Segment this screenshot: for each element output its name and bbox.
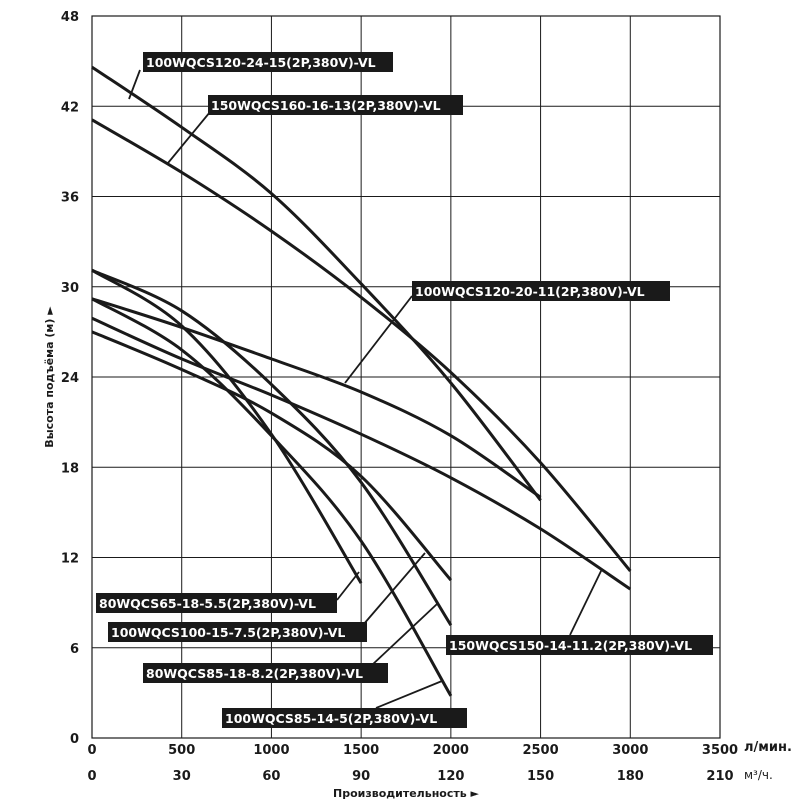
series-label-4: 150WQCS150-14-11.2(2P,380V)-VL	[449, 638, 692, 653]
leader-line-5	[336, 571, 360, 601]
leader-lines	[128, 69, 603, 709]
x-bottom-tick-label: 150	[527, 769, 554, 784]
x-top-tick-label: 3500	[702, 743, 738, 758]
x-bottom-tick-label: 210	[706, 769, 733, 784]
series-curve-7	[91, 268, 453, 626]
series-label-box-6	[108, 622, 367, 642]
series-label-box-1	[143, 52, 393, 72]
x-bottom-tick-label: 180	[617, 769, 644, 784]
leader-line-1	[128, 69, 141, 100]
leader-line-7	[371, 603, 438, 666]
y-tick-label: 12	[61, 552, 79, 567]
y-tick-label: 18	[61, 461, 79, 476]
x-bottom-tick-label: 0	[87, 769, 96, 784]
y-tick-label: 24	[61, 371, 79, 386]
series-curve-1	[91, 65, 542, 502]
series-curve-8	[91, 297, 453, 697]
leader-line-3	[344, 295, 413, 384]
series-label-5: 80WQCS65-18-5.5(2P,380V)-VL	[99, 596, 316, 611]
series-label-3: 100WQCS120-20-11(2P,380V)-VL	[415, 284, 645, 299]
y-tick-label: 48	[61, 10, 79, 25]
leader-line-2	[167, 111, 211, 164]
x-axis-title: Производительность ►	[333, 787, 480, 800]
x-top-unit: л/мин.	[744, 740, 792, 755]
x-bottom-tick-label: 90	[352, 769, 370, 784]
series-label-box-3	[412, 281, 670, 301]
series-label-6: 100WQCS100-15-7.5(2P,380V)-VL	[111, 625, 345, 640]
x-top-tick-label: 3000	[612, 743, 648, 758]
x-top-tick-label: 0	[87, 743, 96, 758]
series-label-box-4	[446, 635, 713, 655]
series-curve-4	[91, 316, 632, 591]
y-tick-label: 6	[70, 642, 79, 657]
curves	[91, 65, 632, 697]
series-label-box-7	[143, 663, 388, 683]
y-tick-label: 0	[70, 732, 79, 747]
series-curve-6	[91, 330, 453, 582]
series-curve-3	[91, 297, 542, 499]
x-bottom-tick-label: 30	[173, 769, 191, 784]
series-curve-2	[91, 118, 632, 572]
x-top-tick-label: 500	[168, 743, 195, 758]
series-label-box-2	[208, 95, 463, 115]
x-top-tick-label: 1000	[253, 743, 289, 758]
leader-line-8	[375, 680, 443, 709]
series-labels: 100WQCS120-24-15(2P,380V)-VL 150WQCS160-1…	[96, 52, 713, 728]
series-label-8: 100WQCS85-14-5(2P,380V)-VL	[225, 711, 437, 726]
leader-line-4	[569, 568, 603, 636]
x-bottom-tick-label: 120	[437, 769, 464, 784]
series-label-2: 150WQCS160-16-13(2P,380V)-VL	[211, 98, 441, 113]
x-top-tick-label: 2500	[522, 743, 558, 758]
x-top-tick-label: 1500	[343, 743, 379, 758]
series-label-1: 100WQCS120-24-15(2P,380V)-VL	[146, 55, 376, 70]
y-tick-label: 36	[61, 191, 79, 206]
series-label-box-8	[222, 708, 467, 728]
series-curve-5	[91, 268, 363, 584]
y-tick-label: 30	[61, 281, 79, 296]
x-bottom-unit: м³/ч.	[744, 768, 773, 782]
leader-line-6	[362, 552, 426, 626]
x-bottom-tick-label: 60	[262, 769, 280, 784]
y-tick-label: 42	[61, 100, 79, 115]
plot-frame	[91, 15, 721, 739]
y-axis-title: Высота подъёма (м) ►	[43, 306, 56, 448]
series-label-box-5	[96, 593, 337, 613]
x-top-tick-label: 2000	[433, 743, 469, 758]
series-label-7: 80WQCS85-18-8.2(2P,380V)-VL	[146, 666, 363, 681]
